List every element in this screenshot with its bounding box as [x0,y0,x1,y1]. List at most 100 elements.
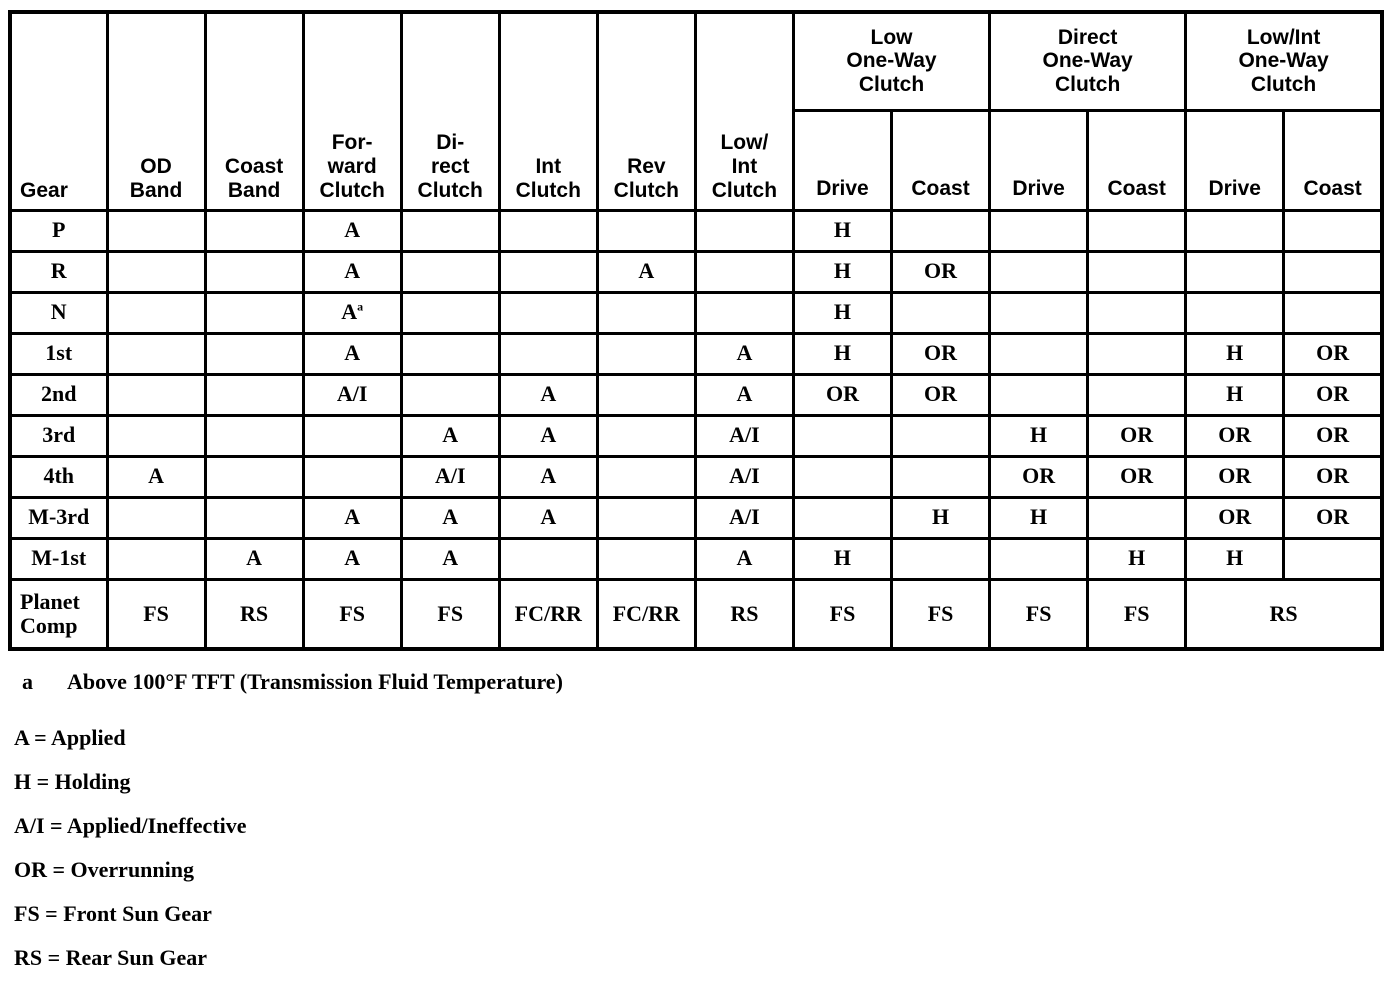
value-cell: A [399,495,501,540]
group-header-low-int-one-way-clutch: Low/Int One-Way Clutch [1184,10,1384,112]
value-cell: A/I [693,454,795,499]
value-cell: Aa [301,290,403,335]
value-cell: OR [1282,413,1384,458]
header-group-row: Gear OD Band Coast Band For- ward Clutch… [8,10,1384,212]
header-sub-row: Drive Coast Drive Coast Drive Coast [10,108,1384,212]
value-cell [1184,208,1286,253]
value-cell: RS [693,577,795,651]
value-cell: FS [301,577,403,651]
value-cell [105,495,207,540]
value-cell: OR [889,249,992,294]
value-cell [203,454,305,499]
legend-item-applied: A = Applied [14,725,126,750]
value-cell [105,331,207,376]
footnote-reference: a [357,300,364,315]
value-cell [497,290,599,335]
value-cell: H [1184,536,1286,581]
value-cell: OR [1086,413,1188,458]
value-cell: H [791,208,894,253]
table-row: 4th A A/I A A/I OR OR OR OR [8,454,1384,499]
footnote: a Above 100°F TFT (Transmission Fluid Tem… [22,669,1384,695]
value-cell: A [301,249,403,294]
subcolumn-header-drive: Drive [1184,108,1286,212]
value-cell: H [988,413,1090,458]
value-cell: OR [1282,331,1384,376]
value-cell: FS [988,577,1090,651]
value-cell [595,290,697,335]
value-cell: OR [1282,495,1384,540]
value-cell: A/I [301,372,403,417]
value-cell: H [1086,536,1188,581]
value-cell [1184,290,1286,335]
value-cell [301,454,403,499]
value-cell [988,290,1090,335]
value-cell [1282,290,1384,335]
value-cell [1086,331,1188,376]
column-header-int-clutch: Int Clutch [497,10,599,212]
value-cell: A/I [693,413,795,458]
value-cell: A [399,413,501,458]
value-cell: A [301,208,403,253]
value-cell: RS [1184,577,1384,651]
value-cell [595,208,697,253]
value-cell [889,413,992,458]
value-cell [595,536,697,581]
subcolumn-header-coast: Coast [889,108,992,212]
gear-cell: 4th [8,454,109,499]
value-cell [105,290,207,335]
table-row: M-3rd A A A A/I H H OR OR [8,495,1384,540]
column-header-rev-clutch: Rev Clutch [595,10,697,212]
value-cell [399,249,501,294]
value-cell [203,249,305,294]
value-cell [203,372,305,417]
value-cell [791,495,894,540]
value-cell: FC/RR [595,577,697,651]
column-header-low-int-clutch: Low/ Int Clutch [693,10,795,212]
value-cell [791,413,894,458]
table-row: N Aa H [8,290,1384,335]
column-header-od-band: OD Band [105,10,207,212]
table-row: R A A H OR [8,249,1384,294]
value-cell: OR [1282,372,1384,417]
value-cell [889,536,992,581]
group-header-low-one-way-clutch: Low One-Way Clutch [791,10,992,112]
value-cell: A [693,536,795,581]
value-cell [105,413,207,458]
value-cell: A [497,495,599,540]
footnote-text: Above 100°F TFT (Transmission Fluid Temp… [67,669,563,694]
value-cell [693,249,795,294]
value-cell: H [889,495,992,540]
table-row: Planet Comp FS RS FS FS FC/RR FC/RR RS FS FS FS FS R… [8,577,1384,651]
value-cell [399,208,501,253]
value-cell [889,454,992,499]
value-cell: A/I [693,495,795,540]
value-cell [497,249,599,294]
value-cell: A [693,372,795,417]
value-cell: FS [399,577,501,651]
value-cell [1086,372,1188,417]
gear-cell: R [8,249,109,294]
value-cell [497,536,599,581]
column-header-forward-clutch: For- ward Clutch [301,10,403,212]
value-cell: A [693,331,795,376]
value-cell: A/I [399,454,501,499]
value-cell [301,413,403,458]
gear-cell: Planet Comp [8,577,109,651]
value-cell [1086,208,1188,253]
value-cell: OR [1282,454,1384,499]
value-cell: A [399,536,501,581]
gear-cell: N [8,290,109,335]
clutch-application-table: Gear OD Band Coast Band For- ward Clutch… [8,10,1384,651]
value-cell: OR [988,454,1090,499]
subcolumn-header-coast: Coast [1086,108,1188,212]
value-cell: H [1184,372,1286,417]
value-cell: H [791,536,894,581]
gear-cell: M-3rd [8,495,109,540]
value-cell [1086,249,1188,294]
value-cell: OR [1086,454,1188,499]
gear-cell: M-1st [8,536,109,581]
legend-item-applied-ineffective: A/I = Applied/Ineffective [14,813,247,838]
legend-item-holding: H = Holding [14,769,131,794]
value-cell [203,495,305,540]
